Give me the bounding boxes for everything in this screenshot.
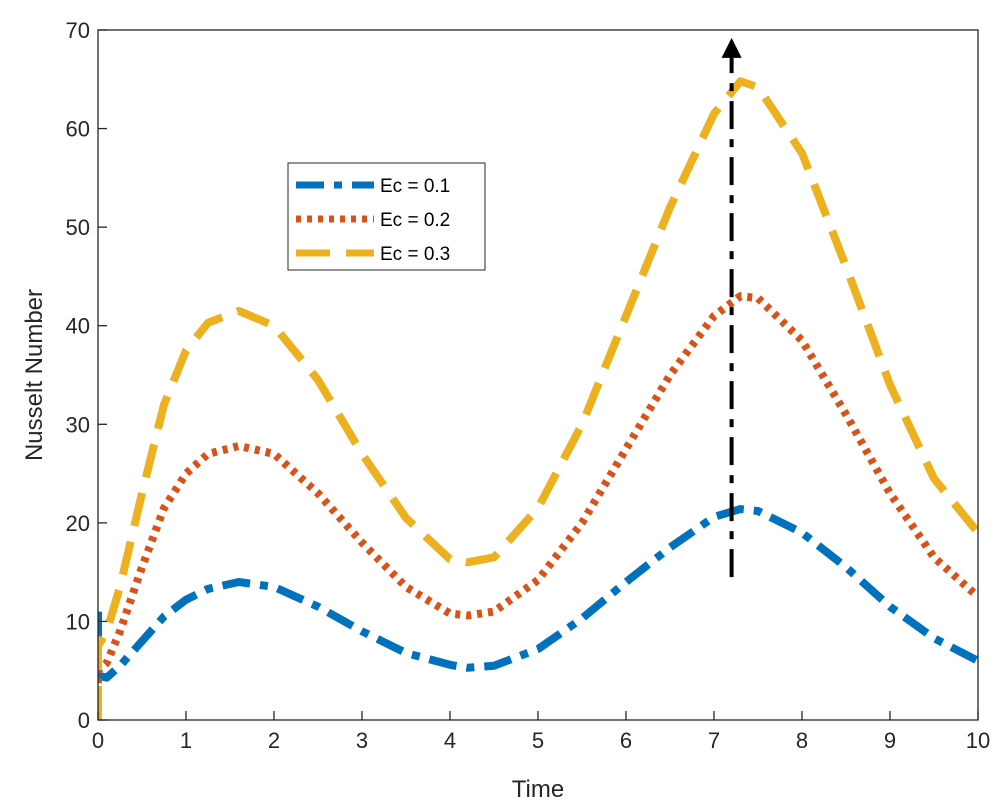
y-tick-label: 10 bbox=[66, 609, 90, 634]
x-axis-label: Time bbox=[512, 776, 564, 803]
y-tick-label: 30 bbox=[66, 412, 90, 437]
legend-label-3: Ec = 0.3 bbox=[380, 244, 450, 265]
legend-label-2: Ec = 0.2 bbox=[380, 210, 450, 231]
y-tick-label: 70 bbox=[66, 18, 90, 43]
x-tick-label: 4 bbox=[444, 728, 456, 753]
x-tick-label: 1 bbox=[180, 728, 192, 753]
legend-label-1: Ec = 0.1 bbox=[380, 176, 450, 197]
x-tick-label: 2 bbox=[268, 728, 280, 753]
x-tick-label: 3 bbox=[356, 728, 368, 753]
y-axis-label: Nusselt Number bbox=[21, 289, 48, 461]
y-tick-label: 20 bbox=[66, 511, 90, 536]
y-tick-label: 50 bbox=[66, 215, 90, 240]
y-tick-label: 40 bbox=[66, 314, 90, 339]
plot-area bbox=[98, 30, 978, 720]
x-tick-label: 6 bbox=[620, 728, 632, 753]
series-line-1 bbox=[98, 505, 978, 682]
x-tick-label: 10 bbox=[966, 728, 990, 753]
x-axis: 0 1 2 3 4 5 6 7 8 9 10 bbox=[92, 711, 990, 753]
x-tick-label: 7 bbox=[708, 728, 720, 753]
y-tick-label: 0 bbox=[78, 708, 90, 733]
x-tick-label: 0 bbox=[92, 728, 104, 753]
x-tick-label: 8 bbox=[796, 728, 808, 753]
series-line-2 bbox=[98, 292, 978, 706]
y-axis: 0 10 20 30 40 50 60 70 bbox=[66, 18, 107, 733]
x-tick-label: 5 bbox=[532, 728, 544, 753]
x-tick-label: 9 bbox=[884, 728, 896, 753]
legend: Ec = 0.1 Ec = 0.2 Ec = 0.3 bbox=[287, 162, 486, 271]
series-line-3 bbox=[98, 77, 978, 720]
series-layer bbox=[98, 77, 978, 720]
y-tick-label: 60 bbox=[66, 117, 90, 142]
